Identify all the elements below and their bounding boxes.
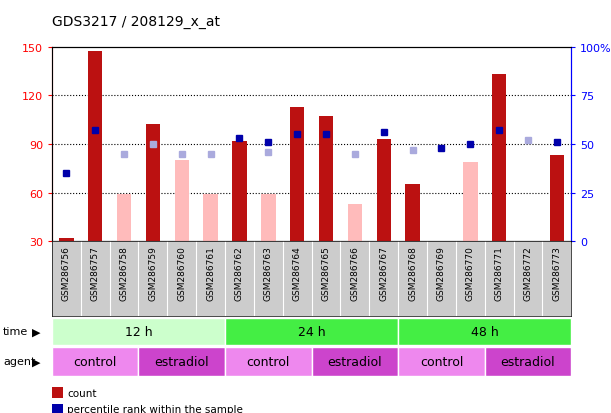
Text: GSM286757: GSM286757 bbox=[90, 245, 100, 300]
Bar bbox=[225, 318, 398, 345]
Bar bbox=[261, 195, 276, 242]
Bar bbox=[139, 347, 225, 376]
Text: GSM286759: GSM286759 bbox=[148, 245, 158, 300]
Text: estradiol: estradiol bbox=[500, 355, 555, 368]
Text: estradiol: estradiol bbox=[327, 355, 382, 368]
Bar bbox=[52, 318, 225, 345]
Bar bbox=[348, 204, 362, 242]
Text: GSM286761: GSM286761 bbox=[206, 245, 215, 300]
Text: GDS3217 / 208129_x_at: GDS3217 / 208129_x_at bbox=[52, 15, 220, 29]
Text: agent: agent bbox=[3, 356, 35, 366]
Bar bbox=[145, 125, 160, 242]
Text: control: control bbox=[73, 355, 117, 368]
Bar bbox=[52, 347, 139, 376]
Bar bbox=[88, 52, 103, 242]
Text: count: count bbox=[67, 388, 97, 398]
Text: GSM286758: GSM286758 bbox=[120, 245, 128, 300]
Bar bbox=[203, 195, 218, 242]
Text: 24 h: 24 h bbox=[298, 325, 326, 338]
Text: GSM286768: GSM286768 bbox=[408, 245, 417, 300]
Text: GSM286773: GSM286773 bbox=[552, 245, 562, 300]
Bar bbox=[175, 161, 189, 242]
Bar bbox=[550, 156, 564, 242]
Text: GSM286764: GSM286764 bbox=[293, 245, 302, 300]
Bar bbox=[319, 117, 333, 242]
Bar bbox=[405, 185, 420, 242]
Text: GSM286772: GSM286772 bbox=[524, 245, 533, 300]
Text: control: control bbox=[420, 355, 463, 368]
Text: GSM286756: GSM286756 bbox=[62, 245, 71, 300]
Text: percentile rank within the sample: percentile rank within the sample bbox=[67, 404, 243, 413]
Text: 48 h: 48 h bbox=[471, 325, 499, 338]
Bar bbox=[463, 162, 478, 242]
Bar bbox=[117, 195, 131, 242]
Text: GSM286765: GSM286765 bbox=[321, 245, 331, 300]
Text: 12 h: 12 h bbox=[125, 325, 152, 338]
Bar bbox=[492, 75, 507, 242]
Text: time: time bbox=[3, 326, 28, 337]
Text: GSM286760: GSM286760 bbox=[177, 245, 186, 300]
Text: GSM286766: GSM286766 bbox=[350, 245, 359, 300]
Text: control: control bbox=[247, 355, 290, 368]
Bar bbox=[398, 347, 485, 376]
Text: ▶: ▶ bbox=[32, 326, 40, 337]
Bar bbox=[225, 347, 312, 376]
Bar bbox=[290, 107, 304, 242]
Text: estradiol: estradiol bbox=[155, 355, 209, 368]
Text: GSM286767: GSM286767 bbox=[379, 245, 388, 300]
Bar bbox=[312, 347, 398, 376]
Text: GSM286770: GSM286770 bbox=[466, 245, 475, 300]
Text: ▶: ▶ bbox=[32, 356, 40, 366]
Text: GSM286771: GSM286771 bbox=[495, 245, 503, 300]
Bar bbox=[485, 347, 571, 376]
Bar bbox=[376, 140, 391, 242]
Text: GSM286769: GSM286769 bbox=[437, 245, 446, 300]
Text: GSM286763: GSM286763 bbox=[264, 245, 273, 300]
Text: GSM286762: GSM286762 bbox=[235, 245, 244, 300]
Bar bbox=[232, 141, 247, 242]
Bar bbox=[398, 318, 571, 345]
Bar bbox=[59, 238, 73, 242]
